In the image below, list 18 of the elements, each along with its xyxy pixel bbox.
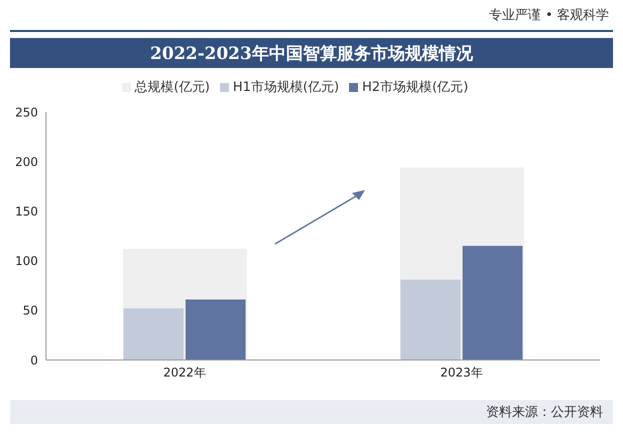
bar bbox=[400, 280, 461, 360]
y-tick-label: 0 bbox=[30, 353, 38, 368]
y-tick-label: 50 bbox=[22, 304, 38, 318]
y-tick-label: 200 bbox=[15, 154, 38, 169]
y-tick-label: 150 bbox=[15, 204, 38, 218]
text: 资料来源：公开资料 bbox=[10, 400, 613, 424]
bar bbox=[462, 246, 523, 360]
x-tick-label: 2023年 bbox=[440, 366, 483, 380]
bar bbox=[124, 308, 184, 360]
chart-title: 2022-2023年中国智算服务市场规模情况 bbox=[10, 38, 613, 68]
legend-label: 总规模(亿元) bbox=[134, 80, 210, 95]
y-tick-label: 100 bbox=[15, 254, 38, 268]
bar bbox=[186, 299, 246, 360]
text: 专业严谨 • 客观科学 bbox=[489, 7, 609, 24]
legend-label: H2市场规模(亿元) bbox=[362, 80, 468, 95]
legend-label: H1市场规模(亿元) bbox=[232, 80, 340, 95]
y-tick-label: 250 bbox=[15, 105, 38, 120]
x-tick-label: 2022年 bbox=[163, 366, 206, 380]
